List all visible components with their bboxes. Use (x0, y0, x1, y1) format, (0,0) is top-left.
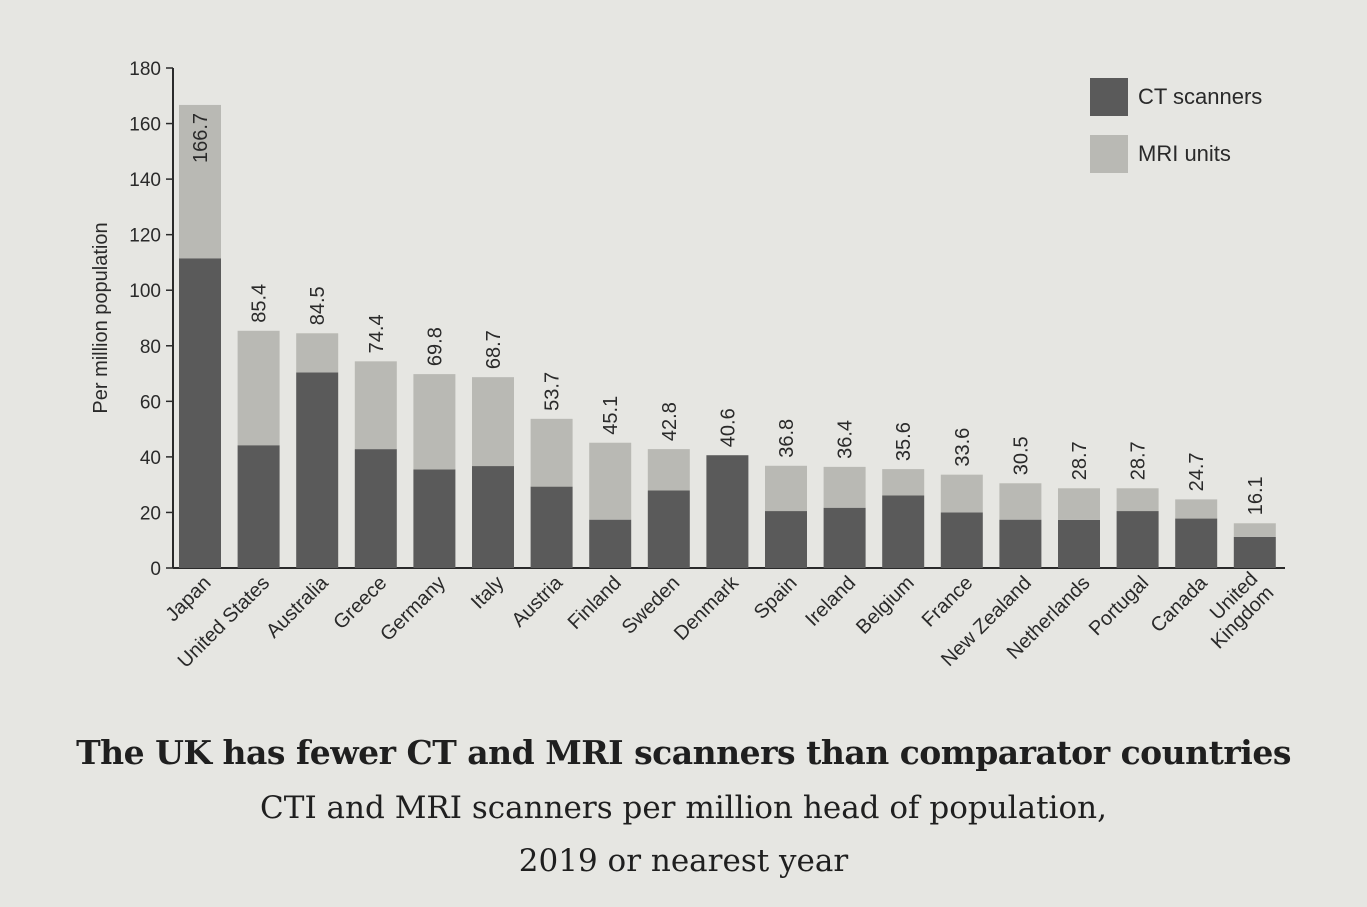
x-tick-label: Australia (262, 571, 333, 642)
bar-total-label: 28.7 (1128, 441, 1150, 480)
bar-total-label: 40.6 (717, 408, 739, 447)
y-tick-label: 160 (129, 115, 161, 136)
bar-total-label: 28.7 (1069, 441, 1091, 480)
bar-total-label: 36.4 (835, 420, 857, 459)
bar-mri-units (940, 474, 983, 513)
y-tick-label: 40 (140, 448, 161, 469)
chart-caption-title: The UK has fewer CT and MRI scanners tha… (76, 733, 1291, 772)
bar-total-label: 42.8 (659, 402, 681, 441)
y-axis-title: Per million population (90, 222, 112, 413)
x-tick-label: Belgium (852, 572, 919, 639)
bar-ct-scanners (179, 258, 221, 568)
bar-ct-scanners (1233, 536, 1276, 568)
x-tick-label: Canada (1147, 571, 1213, 637)
bar-ct-scanners (647, 490, 690, 568)
y-tick-label: 0 (150, 559, 161, 580)
bar-ct-scanners (413, 469, 456, 568)
bar-ct-scanners (589, 519, 632, 568)
bar-total-label: 24.7 (1186, 452, 1208, 491)
bar-ct-scanners (765, 511, 807, 568)
x-tick-label: Spain (750, 572, 802, 624)
bar-mri-units (179, 104, 221, 259)
bar-mri-units (1175, 499, 1218, 519)
bar-ct-scanners (472, 466, 514, 568)
x-tick-label: Ireland (801, 572, 860, 631)
bar-mri-units (1233, 523, 1276, 537)
bar-mri-units (882, 469, 925, 496)
bar-mri-units (999, 483, 1042, 520)
x-tick-label: Germany (376, 572, 450, 646)
x-tick-label: Portugal (1085, 572, 1153, 640)
x-tick-label: Denmark (670, 571, 744, 645)
bar-mri-units (1116, 488, 1159, 512)
bar-total-label: 53.7 (542, 372, 564, 411)
bar-mri-units (647, 449, 690, 491)
bar-mri-units (237, 330, 280, 446)
y-tick-label: 60 (140, 392, 161, 413)
bar-ct-scanners (999, 519, 1042, 568)
bar-mri-units (354, 361, 397, 450)
x-tick-label: Austria (508, 571, 568, 631)
bar-total-label: 166.7 (190, 113, 212, 163)
bar-mri-units (296, 333, 339, 373)
bar-total-label: 74.4 (366, 314, 388, 353)
bar-ct-scanners (882, 495, 925, 568)
bar-total-label: 35.6 (893, 422, 915, 461)
x-tick-label: Finland (564, 572, 626, 634)
bar-ct-scanners (237, 445, 280, 568)
bar-total-label: 85.4 (249, 284, 271, 323)
bar-total-label: 45.1 (600, 396, 622, 435)
chart-caption-subtitle: CTI and MRI scanners per million head of… (260, 790, 1107, 826)
legend-label-ct: CT scanners (1138, 84, 1262, 109)
legend-swatch-mri (1090, 135, 1128, 173)
bar-total-label: 36.8 (776, 419, 798, 458)
bar-mri-units (589, 442, 632, 520)
bar-mri-units (1058, 488, 1100, 520)
y-tick-label: 100 (129, 281, 161, 302)
bar-ct-scanners (530, 486, 573, 568)
bar-total-label: 30.5 (1010, 436, 1032, 475)
bar-ct-scanners (823, 507, 866, 568)
bar-total-label: 33.6 (952, 428, 974, 467)
bar-mri-units (472, 377, 514, 467)
y-tick-label: 80 (140, 337, 161, 358)
y-tick-label: 140 (129, 170, 161, 191)
y-tick-label: 180 (129, 59, 161, 80)
stacked-bar-chart: 0 20 40 60 80 100 120 140 160 180 Per million popu… (90, 59, 1285, 672)
chart-caption-year: 2019 or nearest year (518, 843, 849, 879)
bar-ct-scanners (940, 512, 983, 568)
bar-mri-units (823, 466, 866, 508)
bar-total-label: 68.7 (483, 330, 505, 369)
bar-total-label: 16.1 (1245, 476, 1267, 515)
bar-ct-scanners (1116, 511, 1159, 568)
y-tick-label: 20 (140, 503, 161, 524)
bar-ct-scanners (1058, 519, 1100, 568)
bar-mri-units (413, 374, 456, 470)
bar-mri-units (765, 465, 807, 512)
y-tick-label: 120 (129, 226, 161, 247)
bar-ct-scanners (706, 455, 749, 568)
bar-ct-scanners (296, 372, 339, 568)
x-tick-label: Japan (161, 572, 215, 626)
bar-total-label: 69.8 (424, 327, 446, 366)
legend-swatch-ct (1090, 78, 1128, 116)
bar-total-label: 84.5 (307, 286, 329, 325)
bar-ct-scanners (1175, 518, 1218, 568)
legend-label-mri: MRI units (1138, 141, 1231, 166)
bar-ct-scanners (354, 449, 397, 568)
bar-mri-units (530, 418, 573, 487)
x-tick-label: Italy (467, 572, 508, 613)
